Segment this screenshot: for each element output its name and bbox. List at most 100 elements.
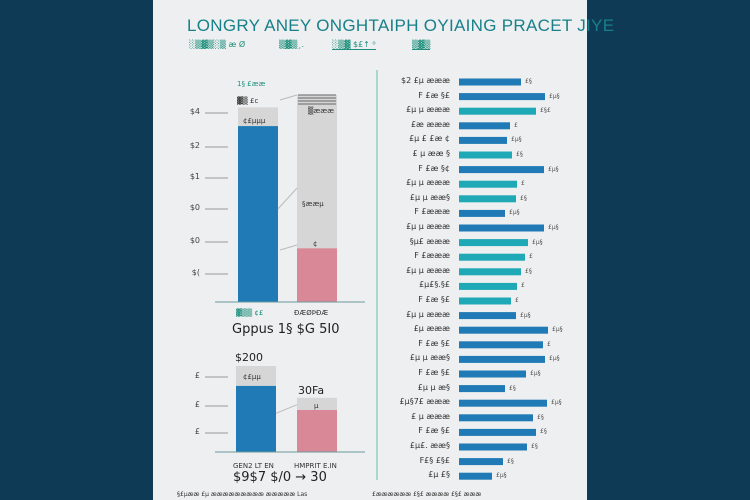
connector-line <box>277 187 298 210</box>
chart-footer: Gppus 1§ $G 5I0 <box>232 322 340 337</box>
bar-label: £æ æææ <box>410 119 450 129</box>
bar-label: £µ£. ææ§ <box>409 441 450 450</box>
infographic-title: LONGRY ANEY ONGHTAIPH OYIAING PRACET JIY… <box>187 16 615 35</box>
horizontal-bar <box>459 399 547 407</box>
bar-value-label: £µ§ <box>530 370 541 377</box>
bar-value-label: £§ <box>525 267 532 275</box>
bar-segment <box>297 409 337 452</box>
bar-value-label: £µ§ <box>496 472 507 480</box>
y-tick-label: £ <box>194 400 200 409</box>
bar-value-label: £§ <box>516 151 523 158</box>
data-label: ▒æææ <box>308 107 335 115</box>
bar-label: £µ æææ <box>413 324 450 334</box>
bar-label: F £æ §£ <box>418 426 450 436</box>
bar-value-label: £§ <box>509 384 516 392</box>
subtitle-2: ▒▓▒¸. <box>279 40 304 49</box>
horizontal-bar <box>459 122 510 130</box>
horizontal-bar <box>459 107 536 115</box>
bar-label: £µ µ æææ <box>406 178 450 188</box>
category-label: HMPRIT E.IN <box>294 462 337 470</box>
y-tick-label: $0 <box>189 203 200 212</box>
bar-segment <box>236 385 276 452</box>
horizontal-bar <box>459 341 543 349</box>
horizontal-bar <box>459 370 526 378</box>
horizontal-bar <box>459 166 544 174</box>
bar-value-label: £ <box>514 121 518 129</box>
horizontal-bar <box>459 253 525 261</box>
bar-segment <box>238 126 278 302</box>
horizontal-bar <box>459 151 512 159</box>
bar-value-label: £§ <box>531 443 538 450</box>
bar-value-label: £µ§ <box>552 326 563 334</box>
bar-label: $2 £µ æææ <box>400 76 450 85</box>
connector-line <box>279 94 298 101</box>
horizontal-bar <box>459 297 511 305</box>
bar-value-label: £ <box>515 297 519 304</box>
bar-segment <box>236 366 276 386</box>
bar-label: F £æææ <box>414 207 450 217</box>
bar-value-label: £ <box>521 282 525 290</box>
y-tick-label: $0 <box>189 236 200 245</box>
bar-label: £µ£§.§£ <box>419 280 450 290</box>
bar-label: £µ £ £æ ¢ <box>409 134 450 144</box>
bar-label: §µ£ æææ <box>409 236 450 246</box>
bar-label: £µ µ æ§ <box>417 382 450 392</box>
bar-value-label: £§ <box>537 413 544 421</box>
bar-value-label: £§ <box>520 194 527 202</box>
data-label: 1§ £ææ <box>237 80 266 88</box>
bar-label: F £æ §£ <box>418 295 450 304</box>
horizontal-bar <box>459 195 516 203</box>
horizontal-bar <box>459 239 528 247</box>
horizontal-bar <box>459 326 548 334</box>
horizontal-bar <box>459 428 536 436</box>
y-tick-label: £ <box>194 371 200 380</box>
y-tick-label: $2 <box>189 141 200 150</box>
footnote: £ææææææ £§£ ææææ £§£ æææ <box>372 491 482 498</box>
subtitle-4: ▒▓▒ <box>412 40 431 50</box>
bar-segment <box>238 107 278 127</box>
data-label: 30Fa <box>298 384 325 397</box>
y-tick-label: £ <box>194 427 200 436</box>
bar-value-label: £§ <box>507 457 514 465</box>
data-label: ¢£µµµ <box>243 117 266 125</box>
horizontal-bar <box>459 78 521 86</box>
category-label: ÐÆØÞÐÆ <box>294 309 329 317</box>
chart-footer: $9$7 $/0 → 30 <box>233 470 327 485</box>
bar-value-label: £µ§ <box>532 238 543 246</box>
bar-segment <box>297 95 337 249</box>
bar-label: £µ µ æææ <box>406 265 450 275</box>
bar-segment <box>297 248 337 302</box>
horizontal-bar <box>459 224 544 232</box>
horizontal-bar <box>459 385 505 393</box>
bar-value-label: £µ§ <box>511 136 522 144</box>
bar-value-label: £§ <box>540 428 547 436</box>
bar-label: £µ £§ <box>428 470 450 480</box>
data-label: ¢£µµ <box>243 373 261 381</box>
bar-value-label: £µ§ <box>549 355 560 363</box>
bar-label: £ µ ææ § <box>412 149 450 158</box>
horizontal-bar <box>459 268 521 276</box>
bar-label: £µ§7£ æææ <box>399 397 450 407</box>
horizontal-bar <box>459 443 527 451</box>
horizontal-bar <box>459 209 505 217</box>
data-label: µ <box>314 402 319 410</box>
bar-value-label: £ <box>521 180 525 188</box>
y-tick-label: $4 <box>189 107 200 116</box>
bar-value-label: £ <box>547 340 551 348</box>
bar-label: F £æ §£ <box>418 338 450 348</box>
bar-value-label: £§ <box>525 78 532 85</box>
horizontal-bar <box>459 414 533 422</box>
subtitle-3: ░▒▓ $£↑ ⁰ <box>332 40 376 50</box>
bar-value-label: £µ§ <box>509 209 520 217</box>
horizontal-bar <box>459 472 492 480</box>
connector-line <box>275 404 298 414</box>
bar-value-label: £ <box>529 253 533 261</box>
connector-line <box>279 244 298 251</box>
bar-label: F £æ §£ <box>418 90 450 100</box>
horizontal-bar <box>459 93 545 101</box>
bar-value-label: £µ§ <box>520 311 531 319</box>
bar-label: F £æææ <box>414 251 450 261</box>
footnote: §£µææ £µ æææææææææ æææææ Las <box>177 491 308 498</box>
horizontal-bar <box>459 355 545 363</box>
